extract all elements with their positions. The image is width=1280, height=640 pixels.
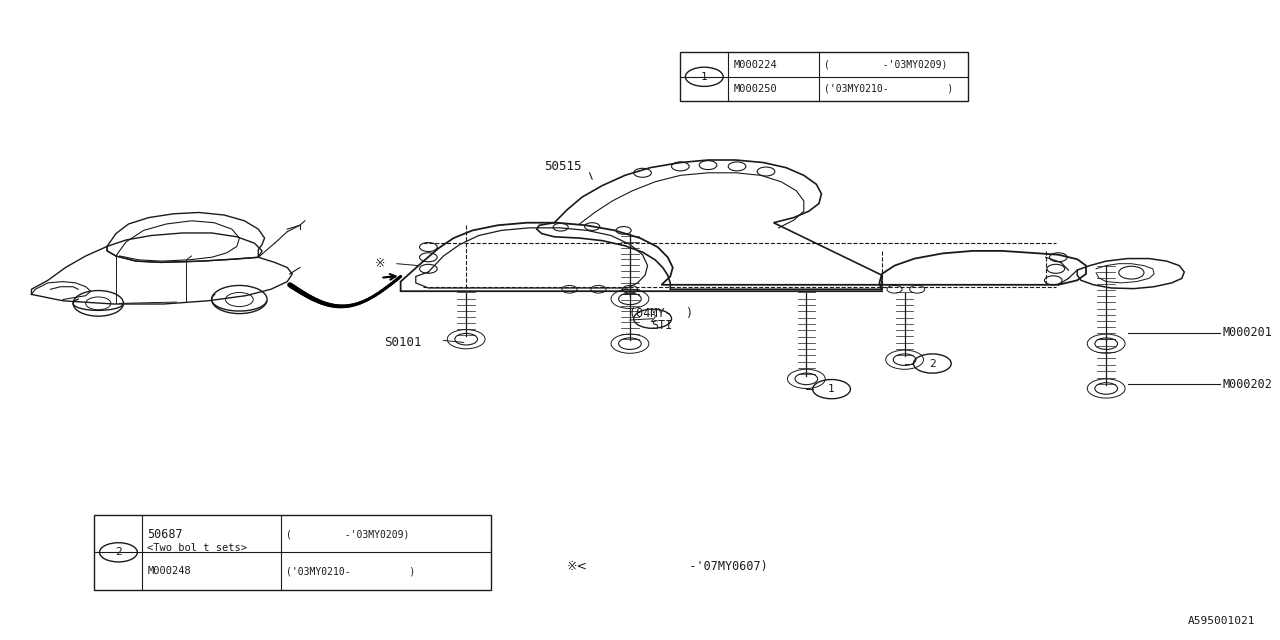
Bar — [681, 52, 968, 101]
Text: M000248: M000248 — [147, 566, 191, 576]
Text: 1: 1 — [828, 384, 835, 394]
Text: 1: 1 — [701, 72, 708, 82]
Text: M000224: M000224 — [733, 60, 777, 70]
Text: 50687: 50687 — [147, 528, 183, 541]
Text: (         -'03MY0209): ( -'03MY0209) — [285, 529, 410, 539]
Text: A595001021: A595001021 — [1188, 616, 1254, 626]
Text: S0101: S0101 — [384, 336, 422, 349]
Text: 2: 2 — [115, 547, 122, 557]
Text: 2: 2 — [929, 358, 936, 369]
Text: -'07MY0607): -'07MY0607) — [668, 560, 768, 573]
Text: ('03MY0210-          ): ('03MY0210- ) — [824, 84, 954, 94]
Text: <Two bol t sets>: <Two bol t sets> — [147, 543, 247, 553]
Text: STI: STI — [650, 319, 672, 332]
Text: ('03MY0210-          ): ('03MY0210- ) — [285, 566, 415, 576]
Text: M000202: M000202 — [1222, 378, 1272, 390]
Text: M000250: M000250 — [733, 84, 777, 94]
Text: (04MY-  ): (04MY- ) — [630, 307, 694, 320]
Text: 50515: 50515 — [544, 160, 582, 173]
Text: (         -'03MY0209): ( -'03MY0209) — [824, 60, 947, 70]
Text: 2: 2 — [649, 314, 655, 324]
Text: ※<: ※< — [567, 560, 588, 573]
Text: ※: ※ — [375, 257, 385, 270]
Text: M000201: M000201 — [1222, 326, 1272, 339]
Bar — [95, 515, 492, 590]
